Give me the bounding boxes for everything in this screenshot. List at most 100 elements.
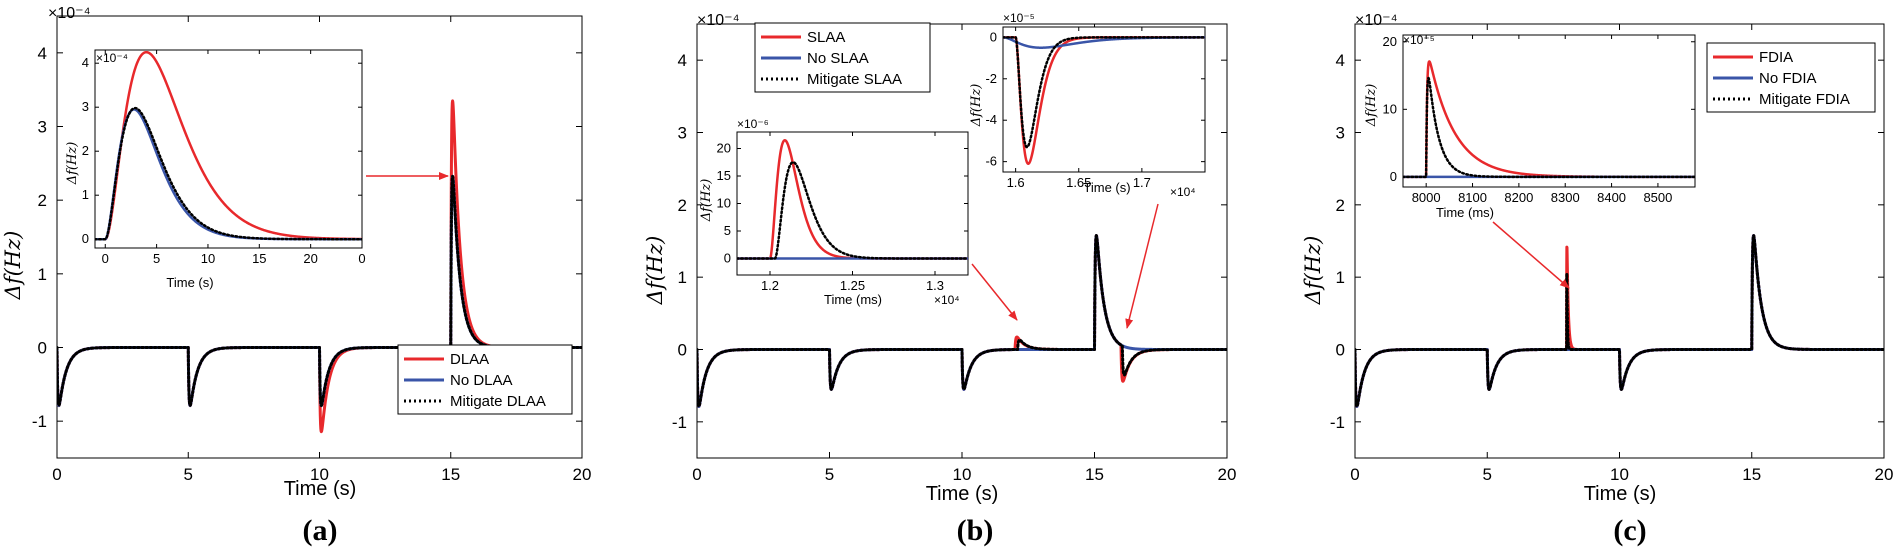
panel-b-inset-right-xtick-label: 1.7 [1133,175,1151,190]
panel-c-axes-ytick-label: -1 [1330,413,1345,432]
inset-c-ylabel: Δf(Hz) [1364,84,1379,128]
panel-c-inset-xtick-label: 8100 [1458,190,1487,205]
panel-b-axes-ytick-label: 2 [678,196,687,215]
panel-b-axes-xtick-label: 10 [953,465,972,484]
panel-b-inset-left-plot-area [737,139,968,260]
panel-a-legend-label: No DLAA [450,372,513,389]
panel-c-axes-xtick-label: 5 [1483,465,1492,484]
panel-b-inset-right-ytick-label: -4 [985,112,997,127]
panel-a-inset-xtick-label: 15 [252,251,266,266]
panel-b-axes-xtick-label: 0 [692,465,701,484]
panel-a-axes-ytick-label: 2 [38,191,47,210]
panel-b-axes-xtick-label: 5 [825,465,834,484]
panel-b-axes-plot-area [697,234,1227,408]
panel-a-axes-ytick-label: 4 [38,44,47,63]
panel-b-legend-label: Mitigate SLAA [807,71,902,88]
panel-c-axes-xtick-label: 15 [1742,465,1761,484]
panel-c-inset-frame [1402,34,1696,188]
panel-a-legend: DLAA No DLAA Mitigate DLAA [397,344,573,415]
panel-b-axes-ytick-label: 3 [678,124,687,143]
panel-c-axes-xtick-label: 10 [1610,465,1629,484]
panel-c-y-exponent: ×10⁻⁴ [1355,12,1398,29]
panel-a-axes-ytick-label: 3 [38,118,47,137]
panel-c-inset-xtick-label: 8200 [1504,190,1533,205]
panel-b-inset-right-ytick-label: -6 [985,154,997,169]
panel-a-label: (a) [303,514,338,547]
panel-a-inset-ytick-label: 4 [82,55,89,70]
panel-b-arrow-right [1125,203,1159,329]
panel-b-y-exponent: ×10⁻⁴ [697,12,740,29]
panel-c-inset-ytick-label: 10 [1383,101,1397,116]
panel-b-inset-left-xtick-label: 1.2 [761,278,779,293]
panel-b-inset-left-xtick-label: 1.25 [840,278,865,293]
panel-a-xlabel: Time (s) [284,478,357,500]
panel-b-inset-left-xtick-label: 1.3 [926,278,944,293]
panel-b-inset-left-ytick-label: 5 [724,223,731,238]
panel-a-axes-xtick-label: 0 [52,465,61,484]
panel-a-inset-xtick-label: 10 [201,251,215,266]
inset-b1-y-exponent: ×10⁻⁶ [737,117,769,131]
panel-b-inset-right-xtick-label: 1.65 [1066,175,1091,190]
panel-a-inset-ytick-label: 3 [82,99,89,114]
inset-a-xlabel: Time (s) [166,275,213,290]
panel-b-axes-ytick-label: 0 [678,341,687,360]
panel-b-inset-left-ytick-label: 0 [724,251,731,266]
panel-a-axes-ytick-label: 1 [38,265,47,284]
panel-b-legend-label: SLAA [807,29,845,46]
panel-c-inset-ytick-label: 20 [1383,34,1397,49]
panel-c-inset-line-mitigate-fdia [1403,76,1695,179]
panel-b-inset-right: 1.6 1.65 1.7 0 -2 -4 -6 [985,26,1206,190]
panel-b-inset-left: 1.2 1.25 1.3 0 5 10 15 20 [717,131,969,293]
panel-b-inset-right-plot-area [1003,36,1205,165]
panel-a-legend-label: Mitigate DLAA [450,393,546,410]
panel-a-axes-ytick-label: 0 [38,339,47,358]
panel-b-inset-right-ytick-label: 0 [990,29,997,44]
arrow-layer [366,172,1570,329]
panel-c-legend-label: FDIA [1759,49,1793,66]
panel-a-axes-xtick-label: 5 [184,465,193,484]
panel-c-arrow [1492,221,1570,289]
panel-a-inset-ytick-label: 2 [82,143,89,158]
panel-c-legend-label: Mitigate FDIA [1759,91,1850,108]
panel-a-axes-xtick-label: 10 [310,465,329,484]
panel-a-inset-xtick-label: 0 [102,251,109,266]
panel-c-axes-ytick-label: 0 [1336,341,1345,360]
panel-a-axes-xtick-label: 20 [573,465,592,484]
inset-a-ylabel: Δf(Hz) [65,142,80,186]
inset-b2-x-exponent: ×10⁴ [1170,185,1196,199]
inset-b2-xlabel: Time (s) [1083,180,1130,195]
panel-c-axes-ytick-label: 1 [1336,268,1345,287]
panel-a-inset-plot-area [95,50,362,241]
panel-a-legend-label: DLAA [450,351,489,368]
legend-layer: DLAA No DLAA Mitigate DLAA SLAA No SLAA Mitig… [397,22,1876,415]
inset-b1-xlabel: Time (ms) [824,292,882,307]
inset-c-y-exponent: ×10⁻⁵ [1403,33,1435,47]
panel-a-y-exponent: ×10⁻⁴ [48,5,91,22]
panel-b-inset-right-xtick-label: 1.6 [1007,175,1025,190]
panel-c-inset-xtick-label: 8500 [1643,190,1672,205]
panel-a-inset-line-mitigate-dlaa [95,106,362,241]
panel-c-inset-xtick-label: 8400 [1597,190,1626,205]
panel-a-inset-frame [94,49,363,249]
panel-c-axes-ytick-label: 2 [1336,196,1345,215]
panel-a-inset-ytick-label: 0 [82,231,89,246]
panel-b-legend-label: No SLAA [807,50,869,67]
panel-c-inset-ytick-label: 0 [1390,169,1397,184]
panel-c-axes-xtick-label: 0 [1350,465,1359,484]
panel-b-axes-ytick-label: 4 [678,51,687,70]
panel-c-axes-xtick-label: 20 [1875,465,1894,484]
panel-b-axes-ytick-label: 1 [678,268,687,287]
panel-a-inset-xtick-label: 20 [303,251,317,266]
panel-c-axes-ytick-label: 4 [1336,51,1345,70]
panel-c-xlabel: Time (s) [1584,483,1657,505]
inset-b1-ylabel: Δf(Hz) [699,179,714,223]
panel-b-inset-left-ytick-label: 15 [717,168,731,183]
panel-b-inset-left-ytick-label: 20 [717,141,731,156]
panel-a-ylabel: Δf(Hz) [1,231,25,301]
panel-c-legend: FDIA No FDIA Mitigate FDIA [1706,42,1876,113]
panel-b-axes-ytick-label: -1 [672,413,687,432]
inset-b2-ylabel: Δf(Hz) [969,84,984,128]
